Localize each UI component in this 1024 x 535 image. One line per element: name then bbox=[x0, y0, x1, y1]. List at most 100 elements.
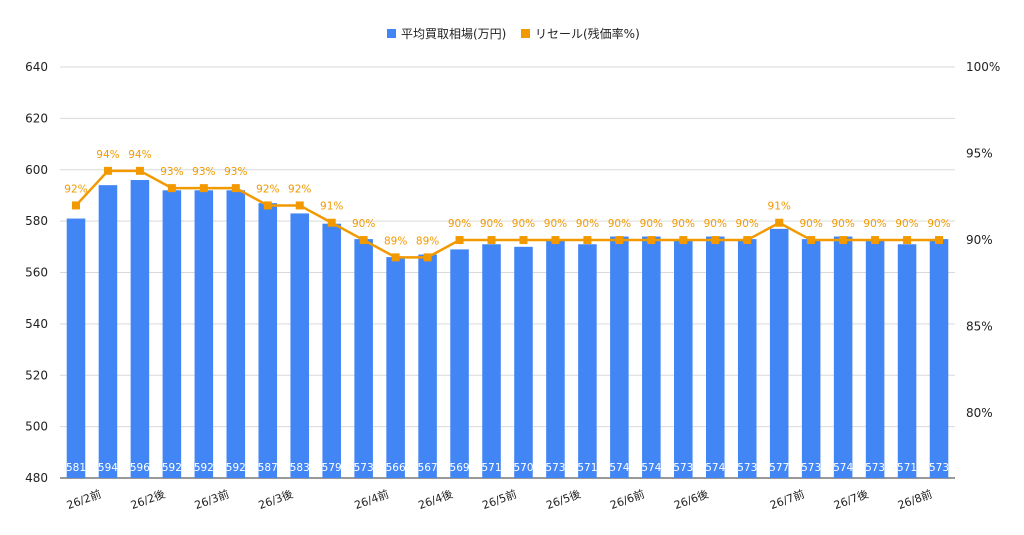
line-data-labels: 92% 94% 94% 93% 93% 93% 92% 92% 91% 90% 89% 89% 90% 9… bbox=[64, 149, 950, 248]
line-value-label: 90% bbox=[608, 218, 631, 230]
line-point[interactable] bbox=[327, 218, 336, 227]
line-point[interactable] bbox=[519, 236, 528, 245]
line-value-label: 90% bbox=[831, 218, 854, 230]
bar-value-label: 573 bbox=[354, 462, 374, 474]
line-point[interactable] bbox=[391, 253, 400, 262]
x-tick-label: 26/4後 bbox=[416, 487, 454, 512]
bar-data-labels: 581 594 596 592 592 592 587 583 579 573 566 567 569 5… bbox=[66, 462, 949, 474]
line-point[interactable] bbox=[231, 184, 240, 193]
line-point[interactable] bbox=[487, 236, 496, 245]
bar[interactable] bbox=[66, 218, 86, 478]
line-series bbox=[71, 166, 944, 262]
bar[interactable] bbox=[386, 257, 405, 478]
bar[interactable] bbox=[833, 236, 853, 478]
x-tick-label: 26/7前 bbox=[768, 487, 806, 512]
bar[interactable] bbox=[769, 228, 789, 478]
bar[interactable] bbox=[865, 239, 885, 478]
x-tick-label: 26/4前 bbox=[352, 487, 390, 512]
x-tick-label: 26/6前 bbox=[608, 487, 646, 512]
line-point[interactable] bbox=[775, 218, 784, 227]
line-point[interactable] bbox=[743, 236, 752, 245]
resale-line bbox=[75, 169, 940, 259]
bar-value-label: 587 bbox=[258, 462, 278, 474]
y-left-tick-label: 640 bbox=[25, 60, 48, 74]
line-point[interactable] bbox=[711, 236, 720, 245]
bar-value-label: 566 bbox=[386, 462, 406, 474]
line-point[interactable] bbox=[167, 184, 176, 193]
bar-value-label: 592 bbox=[194, 462, 214, 474]
y-right-tick-label: 100% bbox=[966, 60, 1000, 74]
line-point[interactable] bbox=[71, 201, 80, 210]
bar-value-label: 592 bbox=[226, 462, 246, 474]
legend[interactable]: 平均買取相場(万円) リセール(残価率%) bbox=[387, 26, 640, 41]
line-point[interactable] bbox=[807, 236, 816, 245]
line-value-label: 92% bbox=[64, 183, 87, 195]
line-point[interactable] bbox=[871, 236, 880, 245]
bar[interactable] bbox=[674, 239, 693, 478]
bar[interactable] bbox=[226, 190, 246, 479]
line-value-label: 94% bbox=[96, 149, 119, 161]
line-point[interactable] bbox=[903, 236, 912, 245]
x-tick-label: 26/6後 bbox=[672, 487, 710, 512]
line-point[interactable] bbox=[103, 166, 112, 175]
bar-value-label: 574 bbox=[641, 462, 661, 474]
y-left-tick-label: 560 bbox=[25, 266, 48, 280]
line-value-label: 92% bbox=[288, 183, 311, 195]
bar[interactable] bbox=[354, 239, 373, 478]
line-value-label: 90% bbox=[448, 218, 471, 230]
bar[interactable] bbox=[450, 249, 469, 478]
line-point[interactable] bbox=[423, 253, 432, 262]
line-value-label: 92% bbox=[256, 183, 279, 195]
line-point[interactable] bbox=[551, 236, 560, 245]
bar[interactable] bbox=[258, 203, 278, 479]
line-value-label: 90% bbox=[480, 218, 503, 230]
bar[interactable] bbox=[737, 239, 757, 478]
bar[interactable] bbox=[705, 236, 725, 478]
line-value-label: 89% bbox=[416, 235, 439, 247]
bar[interactable] bbox=[418, 254, 437, 478]
bar[interactable] bbox=[610, 236, 629, 478]
line-point[interactable] bbox=[839, 236, 848, 245]
bar[interactable] bbox=[801, 239, 821, 478]
bar[interactable] bbox=[162, 190, 182, 479]
bar-value-label: 594 bbox=[98, 462, 118, 474]
line-point[interactable] bbox=[199, 184, 208, 193]
y-left-tick-label: 500 bbox=[25, 420, 48, 434]
line-point[interactable] bbox=[935, 236, 944, 245]
line-point[interactable] bbox=[679, 236, 688, 245]
x-tick-label: 26/2前 bbox=[65, 487, 103, 512]
bar[interactable] bbox=[290, 213, 310, 478]
bar[interactable] bbox=[514, 246, 533, 478]
bar[interactable] bbox=[98, 185, 118, 478]
line-value-label: 90% bbox=[640, 218, 663, 230]
grid bbox=[60, 66, 955, 479]
bar[interactable] bbox=[546, 239, 565, 478]
line-value-label: 93% bbox=[160, 166, 183, 178]
line-point[interactable] bbox=[455, 236, 464, 245]
line-point[interactable] bbox=[583, 236, 592, 245]
y-left-tick-label: 600 bbox=[25, 163, 48, 177]
line-value-label: 90% bbox=[927, 218, 950, 230]
x-tick-label: 26/5後 bbox=[544, 487, 582, 512]
line-point[interactable] bbox=[647, 236, 656, 245]
bar[interactable] bbox=[642, 236, 661, 478]
bar[interactable] bbox=[194, 190, 214, 479]
line-point[interactable] bbox=[615, 236, 624, 245]
bar[interactable] bbox=[322, 223, 341, 478]
bar-value-label: 574 bbox=[609, 462, 629, 474]
line-point[interactable] bbox=[295, 201, 304, 210]
line-point[interactable] bbox=[135, 166, 144, 175]
bar[interactable] bbox=[482, 244, 501, 478]
line-point[interactable] bbox=[263, 201, 272, 210]
line-point[interactable] bbox=[359, 236, 368, 245]
line-value-label: 90% bbox=[704, 218, 727, 230]
bar[interactable] bbox=[130, 180, 150, 478]
line-value-label: 90% bbox=[672, 218, 695, 230]
bar[interactable] bbox=[897, 244, 917, 478]
bar[interactable] bbox=[578, 244, 597, 478]
bar[interactable] bbox=[929, 239, 949, 478]
bar-value-label: 567 bbox=[418, 462, 438, 474]
bar-value-label: 573 bbox=[801, 462, 821, 474]
y-left-tick-label: 540 bbox=[25, 317, 48, 331]
